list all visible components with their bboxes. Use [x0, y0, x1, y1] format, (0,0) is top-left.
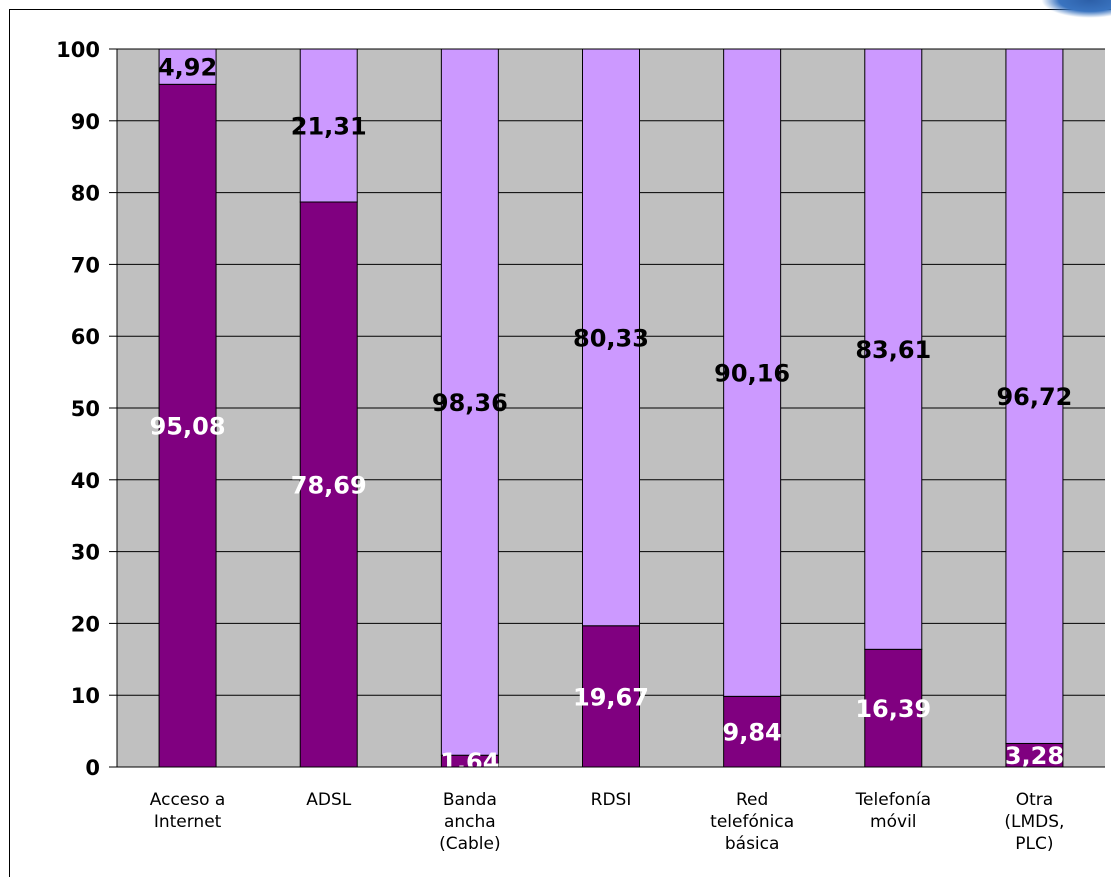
data-label: 9,84: [723, 719, 782, 747]
y-tick-label: 40: [71, 469, 100, 493]
x-category-label-line: (Cable): [439, 834, 501, 854]
x-category-label-line: telefónica: [710, 812, 794, 832]
y-tick-label: 90: [71, 110, 100, 134]
x-category-label-line: móvil: [870, 812, 916, 832]
x-category-label-line: Red: [736, 790, 768, 810]
data-label: 21,31: [291, 113, 367, 141]
data-label: 78,69: [291, 472, 367, 500]
data-label: 83,61: [855, 336, 931, 364]
bar-segment-upper: [582, 48, 640, 627]
x-category-label-line: Telefonía: [855, 790, 931, 810]
x-category-label-line: PLC): [1015, 834, 1053, 854]
y-tick-label: 50: [71, 397, 100, 421]
y-tick-label: 100: [56, 38, 100, 62]
x-category-label-line: Internet: [154, 812, 222, 832]
bar-segment-upper: [1005, 48, 1064, 744]
bar-segment-upper: [158, 48, 217, 85]
x-category-label-line: Acceso a: [150, 790, 226, 810]
x-category-label: ADSL: [306, 790, 352, 810]
bar-segment-lower: [723, 695, 782, 768]
data-label: 80,33: [573, 324, 649, 352]
x-category-label: Banda ancha (Cable): [439, 790, 501, 854]
y-tick-label: 0: [85, 756, 100, 780]
bar-segment-upper: [864, 48, 923, 650]
x-category-label-line: RDSI: [591, 790, 632, 810]
y-tick-label: 80: [71, 182, 100, 206]
bar-segment-upper: [723, 48, 782, 697]
y-tick-label: 60: [71, 325, 100, 349]
data-label: 90,16: [714, 360, 790, 388]
chart-frame: [9, 9, 1111, 877]
data-label: 3,28: [1005, 742, 1064, 770]
data-label: 96,72: [996, 383, 1072, 411]
bar-segment-lower: [158, 83, 217, 768]
x-category-label-line: básica: [725, 834, 780, 854]
bar-segment-lower: [582, 625, 640, 768]
x-category-label: Acceso a Internet: [150, 790, 226, 832]
x-category-label: Telefonía móvil: [855, 790, 931, 832]
data-label: 98,36: [432, 389, 508, 417]
data-label: 19,67: [573, 683, 649, 711]
y-tick-label: 20: [71, 612, 100, 636]
x-category-label-line: (LMDS,: [1004, 812, 1064, 832]
y-tick-label: 10: [71, 684, 100, 708]
y-tick-label: 70: [71, 253, 100, 277]
x-category-label-line: ancha: [444, 812, 496, 832]
x-category-label-line: ADSL: [306, 790, 352, 810]
bar-segment-upper: [440, 48, 499, 756]
data-label: 95,08: [150, 413, 226, 441]
data-label: 16,39: [855, 695, 931, 723]
x-category-label: RDSI: [591, 790, 632, 810]
data-label: 4,92: [158, 54, 217, 82]
data-label: 1,64: [440, 748, 499, 776]
x-category-label: Red telefónica básica: [710, 790, 794, 854]
corner-decoration: [1041, 0, 1111, 18]
y-tick-label: 30: [71, 541, 100, 565]
bar-segment-lower: [299, 201, 358, 768]
bar-segment-lower: [864, 648, 923, 768]
x-category-label: Otra (LMDS, PLC): [1004, 790, 1064, 854]
bar-segment-upper: [299, 48, 358, 203]
x-category-label-line: Otra: [1016, 790, 1053, 810]
x-category-label-line: Banda: [443, 790, 497, 810]
